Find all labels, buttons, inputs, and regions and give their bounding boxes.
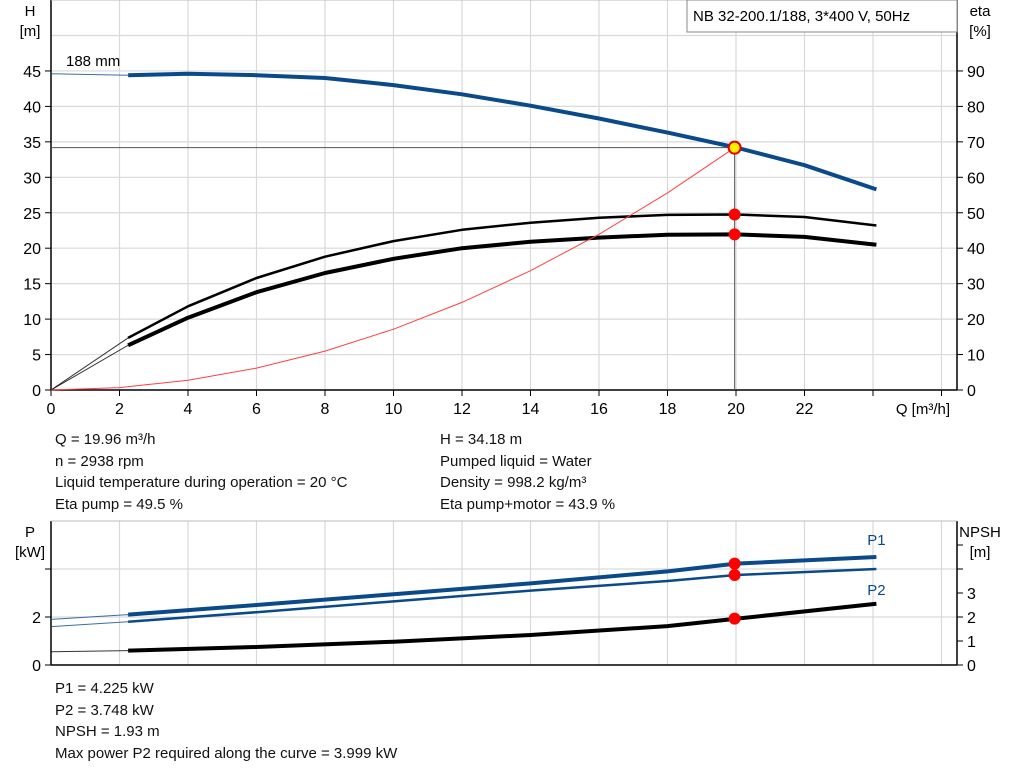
info-eta-pump-motor: Eta pump+motor = 43.9 % [440, 495, 616, 513]
info-flow: Q = 19.96 m³/h [55, 431, 156, 448]
y-tick-label: 5 [32, 348, 41, 365]
y2-tick-label: 20 [967, 312, 985, 329]
info-head: H = 34.18 m [440, 431, 523, 448]
info-p1: P1 = 4.225 kW [55, 680, 154, 697]
y2-axis-label: NPSH [959, 524, 1001, 541]
curve-label: 188 mm [66, 53, 120, 70]
series-P1-extrapolated [50, 614, 129, 620]
series-eta_pump [127, 213, 877, 340]
y2-tick-label: 60 [967, 170, 985, 187]
x-tick-label: 12 [453, 401, 471, 418]
y-axis-unit: [kW] [15, 544, 45, 561]
series-P1 [127, 555, 877, 617]
info-speed: n = 2938 rpm [55, 452, 144, 470]
info-liquid: Pumped liquid = Water [440, 452, 592, 470]
y2-axis-label: eta [970, 3, 992, 20]
series-system [50, 147, 735, 391]
x-tick-label: 8 [321, 401, 330, 418]
y-axis-unit: [m] [20, 23, 41, 40]
y2-axis-unit: [m] [970, 544, 991, 561]
series-NPSH [128, 601, 877, 653]
y2-tick-label: 50 [967, 206, 985, 223]
y2-tick-label: 2 [967, 610, 976, 627]
y2-tick-label: 0 [967, 383, 976, 400]
duty-point-npsh [728, 612, 741, 625]
x-tick-label: 0 [47, 401, 56, 418]
y-tick-label: 15 [23, 277, 41, 294]
x-tick-label: 14 [522, 401, 540, 418]
y2-tick-label: 40 [967, 241, 985, 258]
y-tick-label: 0 [32, 658, 41, 675]
y-tick-label: 10 [23, 312, 41, 329]
chart-title: NB 32-200.1/188, 3*400 V, 50Hz [693, 8, 910, 25]
x-tick-label: 16 [590, 401, 608, 418]
y2-tick-label: 0 [967, 658, 976, 675]
series-NPSH-extrapolated [50, 650, 129, 653]
y2-tick-label: 1 [967, 634, 976, 651]
info-npsh: NPSH = 1.93 m [55, 723, 160, 740]
series-P2-extrapolated [50, 621, 129, 628]
y-tick-label: 35 [23, 135, 41, 152]
x-tick-label: 4 [184, 401, 193, 418]
info-top-left: Q = 19.96 m³/h n = 2938 rpm Liquid tempe… [55, 429, 347, 515]
info-density: Density = 998.2 kg/m³ [440, 474, 587, 491]
y-tick-label: 40 [23, 99, 41, 116]
x-tick-label: 18 [659, 401, 677, 418]
info-liquid-temp: Liquid temperature during operation = 20… [55, 474, 348, 491]
duty-point-head [727, 140, 742, 155]
info-max-power: Max power P2 required along the curve = … [55, 744, 398, 762]
y-tick-label: 20 [23, 241, 41, 258]
info-top-right: H = 34.18 m Pumped liquid = Water Densit… [440, 429, 615, 515]
y2-tick-label: 90 [967, 64, 985, 81]
y-tick-label: 25 [23, 206, 41, 223]
series-label-P2: P2 [867, 582, 885, 599]
y-axis-label: H [25, 3, 36, 20]
y2-tick-label: 70 [967, 135, 985, 152]
chart-1: 0 5 10 15 20 25 30 35 40 45 0 10 20 30 40 50 60 70 80 90 0 2 4… [20, 0, 992, 418]
info-eta-pump: Eta pump = 49.5 % [55, 495, 183, 513]
series-eta_pump_motor-extrapolated [50, 344, 129, 391]
x-tick-label: 20 [727, 401, 745, 418]
duty-point-p1 [728, 557, 741, 570]
series-label-P1: P1 [867, 532, 885, 549]
y2-axis-unit: [%] [969, 23, 991, 40]
chart-2: 0 2 0 1 2 3 P [kW] NPSH [m] P1 P2 [15, 520, 1001, 675]
title-box [686, 0, 958, 33]
x-tick-label: 2 [115, 401, 124, 418]
y2-tick-label: 30 [967, 277, 985, 294]
y-tick-label: 30 [23, 170, 41, 187]
series-head-extrapolated [50, 73, 129, 76]
series-eta_pump-extrapolated [50, 337, 129, 391]
x-tick-label: 22 [796, 401, 814, 418]
y-tick-label: 0 [32, 383, 41, 400]
y2-tick-label: 10 [967, 348, 985, 365]
y-axis-label: P [25, 524, 35, 541]
duty-point-eta-pump [728, 208, 741, 221]
info-bottom: P1 = 4.225 kW P2 = 3.748 kW NPSH = 1.93 … [55, 678, 397, 764]
duty-point-p2 [728, 569, 741, 582]
x-tick-label: 10 [385, 401, 403, 418]
duty-point-eta-pump-motor [728, 228, 741, 241]
series-head [128, 71, 878, 192]
x-tick-label: 6 [252, 401, 261, 418]
x-axis-label: Q [m³/h] [896, 401, 950, 418]
y2-tick-label: 80 [967, 99, 985, 116]
y-tick-label: 2 [32, 610, 41, 627]
series-eta_pump_motor [127, 232, 877, 348]
info-p2: P2 = 3.748 kW [55, 701, 154, 719]
y-tick-label: 45 [23, 64, 41, 81]
y2-tick-label: 3 [967, 586, 976, 603]
